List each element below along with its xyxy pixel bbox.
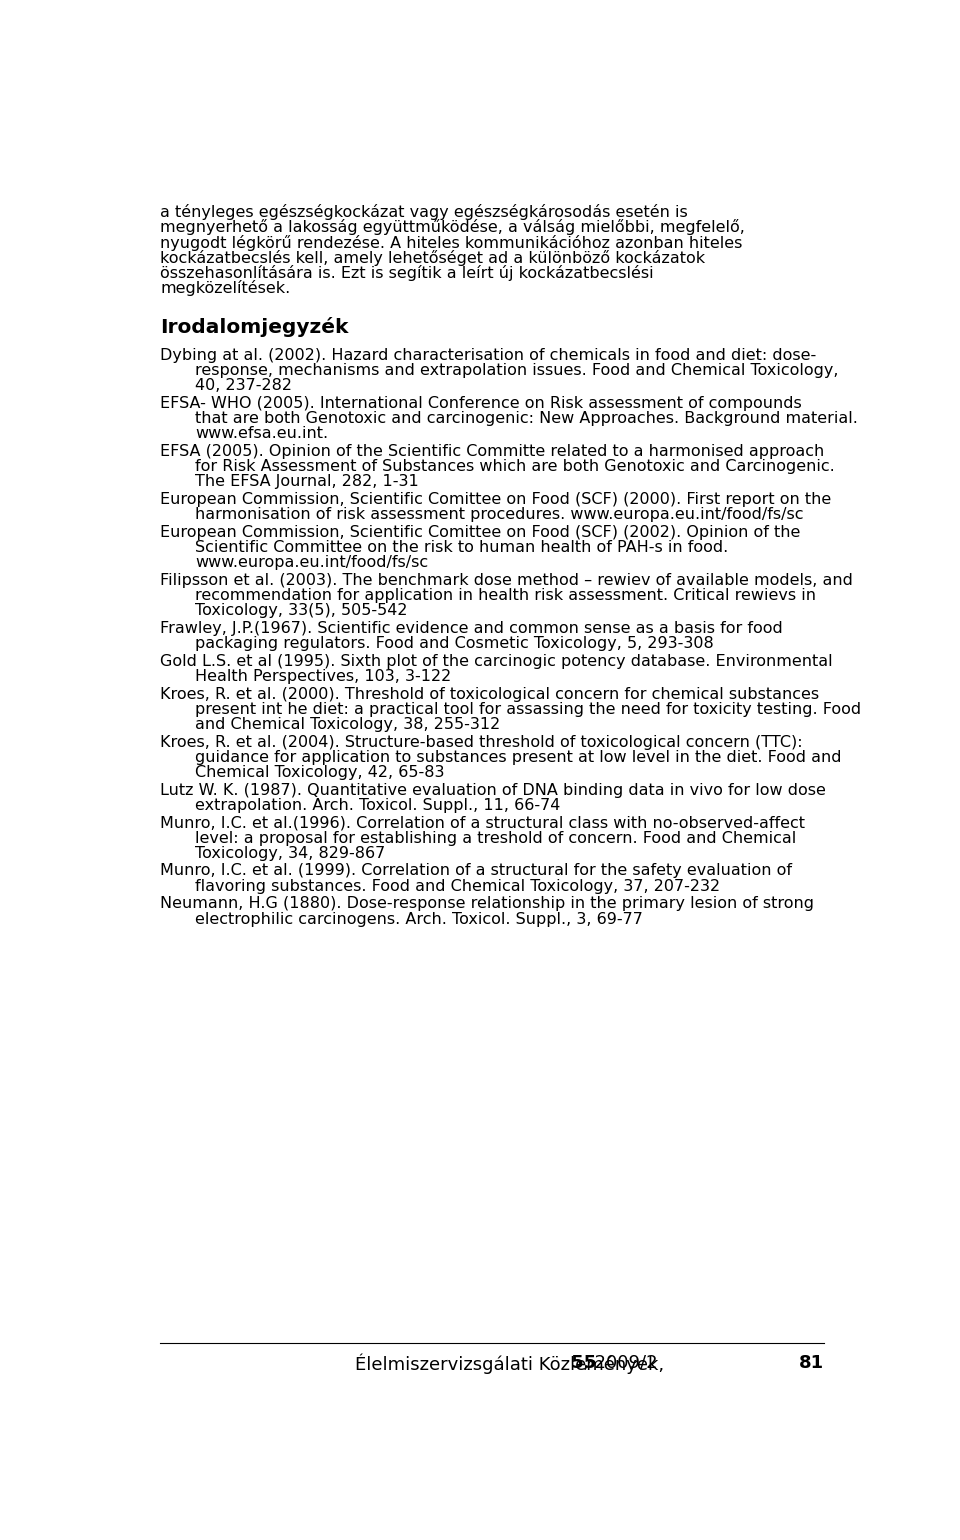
Text: megközelítések.: megközelítések. (160, 280, 291, 296)
Text: Filipsson et al. (2003). The benchmark dose method – rewiev of available models,: Filipsson et al. (2003). The benchmark d… (160, 573, 853, 588)
Text: flavoring substances. Food and Chemical Toxicology, 37, 207-232: flavoring substances. Food and Chemical … (195, 879, 720, 893)
Text: Irodalomjegyzék: Irodalomjegyzék (160, 317, 348, 337)
Text: Munro, I.C. et al.(1996). Correlation of a structural class with no-observed-aff: Munro, I.C. et al.(1996). Correlation of… (160, 816, 805, 830)
Text: 81: 81 (799, 1354, 824, 1372)
Text: a tényleges egészségkockázat vagy egészségkárosodás esetén is: a tényleges egészségkockázat vagy egészs… (160, 205, 688, 220)
Text: Lutz W. K. (1987). Quantitative evaluation of DNA binding data in vivo for low d: Lutz W. K. (1987). Quantitative evaluati… (160, 782, 827, 798)
Text: extrapolation. Arch. Toxicol. Suppl., 11, 66-74: extrapolation. Arch. Toxicol. Suppl., 11… (195, 798, 561, 813)
Text: harmonisation of risk assessment procedures. www.europa.eu.int/food/fs/sc: harmonisation of risk assessment procedu… (195, 507, 804, 522)
Text: 40, 237-282: 40, 237-282 (195, 379, 292, 393)
Text: Toxicology, 34, 829-867: Toxicology, 34, 829-867 (195, 845, 385, 861)
Text: and Chemical Toxicology, 38, 255-312: and Chemical Toxicology, 38, 255-312 (195, 718, 500, 731)
Text: Dybing at al. (2002). Hazard characterisation of chemicals in food and diet: dos: Dybing at al. (2002). Hazard characteris… (160, 348, 817, 363)
Text: Kroes, R. et al. (2000). Threshold of toxicological concern for chemical substan: Kroes, R. et al. (2000). Threshold of to… (160, 687, 820, 702)
Text: 55: 55 (565, 1354, 596, 1372)
Text: , 2009/2: , 2009/2 (584, 1354, 658, 1372)
Text: for Risk Assessment of Substances which are both Genotoxic and Carcinogenic.: for Risk Assessment of Substances which … (195, 459, 835, 474)
Text: packaging regulators. Food and Cosmetic Toxicology, 5, 293-308: packaging regulators. Food and Cosmetic … (195, 636, 714, 651)
Text: EFSA- WHO (2005). International Conference on Risk assessment of compounds: EFSA- WHO (2005). International Conferen… (160, 396, 802, 411)
Text: recommendation for application in health risk assessment. Critical rewievs in: recommendation for application in health… (195, 588, 816, 604)
Text: kockázatbecslés kell, amely lehetőséget ad a különböző kockázatok: kockázatbecslés kell, amely lehetőséget … (160, 249, 706, 266)
Text: Élelmiszervizsgálati Közlemények,: Élelmiszervizsgálati Közlemények, (355, 1354, 664, 1374)
Text: Kroes, R. et al. (2004). Structure-based threshold of toxicological concern (TTC: Kroes, R. et al. (2004). Structure-based… (160, 735, 803, 750)
Text: Neumann, H.G (1880). Dose-response relationship in the primary lesion of strong: Neumann, H.G (1880). Dose-response relat… (160, 896, 814, 912)
Text: guidance for application to substances present at low level in the diet. Food an: guidance for application to substances p… (195, 750, 842, 765)
Text: Health Perspectives, 103, 3-122: Health Perspectives, 103, 3-122 (195, 668, 451, 684)
Text: nyugodt légkörű rendezése. A hiteles kommunikációhoz azonban hiteles: nyugodt légkörű rendezése. A hiteles kom… (160, 234, 743, 251)
Text: megnyerhető a lakosság együttműködése, a válság mielőbbi, megfelelő,: megnyerhető a lakosság együttműködése, a… (160, 219, 745, 236)
Text: Chemical Toxicology, 42, 65-83: Chemical Toxicology, 42, 65-83 (195, 765, 444, 781)
Text: electrophilic carcinogens. Arch. Toxicol. Suppl., 3, 69-77: electrophilic carcinogens. Arch. Toxicol… (195, 912, 643, 927)
Text: összehasonlítására is. Ezt is segítik a leírt új kockázatbecslési: összehasonlítására is. Ezt is segítik a … (160, 265, 654, 280)
Text: Frawley, J.P.(1967). Scientific evidence and common sense as a basis for food: Frawley, J.P.(1967). Scientific evidence… (160, 621, 783, 636)
Text: EFSA (2005). Opinion of the Scientific Committe related to a harmonised approach: EFSA (2005). Opinion of the Scientific C… (160, 444, 825, 459)
Text: European Commission, Scientific Comittee on Food (SCF) (2000). First report on t: European Commission, Scientific Comittee… (160, 493, 831, 507)
Text: response, mechanisms and extrapolation issues. Food and Chemical Toxicology,: response, mechanisms and extrapolation i… (195, 363, 839, 379)
Text: present int he diet: a practical tool for assassing the need for toxicity testin: present int he diet: a practical tool fo… (195, 702, 861, 716)
Text: Toxicology, 33(5), 505-542: Toxicology, 33(5), 505-542 (195, 604, 408, 619)
Text: Scientific Committee on the risk to human health of PAH-s in food.: Scientific Committee on the risk to huma… (195, 541, 729, 554)
Text: Gold L.S. et al (1995). Sixth plot of the carcinogic potency database. Environme: Gold L.S. et al (1995). Sixth plot of th… (160, 654, 833, 668)
Text: www.europa.eu.int/food/fs/sc: www.europa.eu.int/food/fs/sc (195, 556, 428, 570)
Text: level: a proposal for establishing a treshold of concern. Food and Chemical: level: a proposal for establishing a tre… (195, 830, 797, 845)
Text: Munro, I.C. et al. (1999). Correlation of a structural for the safety evaluation: Munro, I.C. et al. (1999). Correlation o… (160, 864, 792, 878)
Text: European Commission, Scientific Comittee on Food (SCF) (2002). Opinion of the: European Commission, Scientific Comittee… (160, 525, 801, 541)
Text: www.efsa.eu.int.: www.efsa.eu.int. (195, 427, 328, 442)
Text: The EFSA Journal, 282, 1-31: The EFSA Journal, 282, 1-31 (195, 474, 419, 490)
Text: that are both Genotoxic and carcinogenic: New Approaches. Background material.: that are both Genotoxic and carcinogenic… (195, 411, 858, 427)
